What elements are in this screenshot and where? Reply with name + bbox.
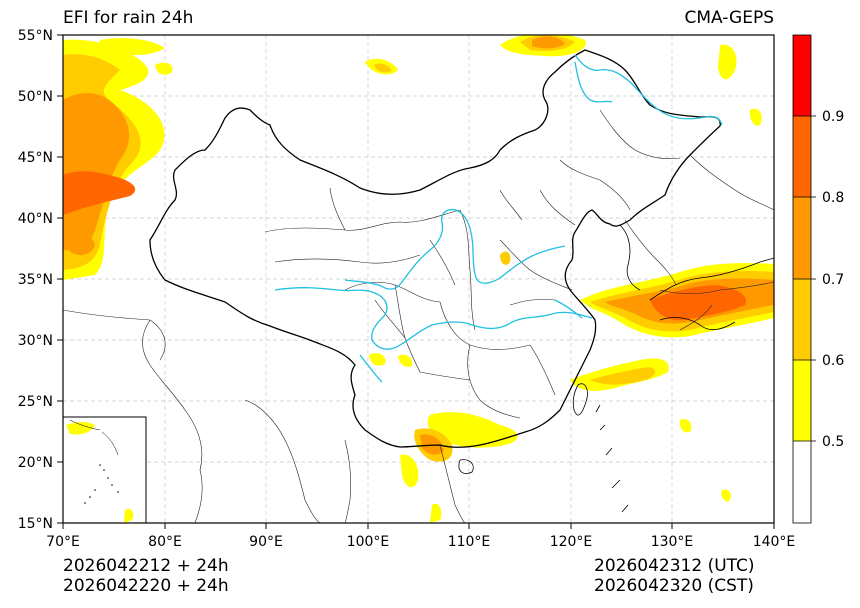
country-borders xyxy=(63,154,774,523)
colorbar-segment xyxy=(793,35,811,116)
colorbar-label: 0.5 xyxy=(822,434,844,450)
colorbar-segment xyxy=(793,360,811,441)
x-tick-label: 110°E xyxy=(448,534,491,550)
rivers xyxy=(274,54,723,383)
efi-shading-japan xyxy=(580,262,774,338)
colorbar-label: 0.8 xyxy=(822,190,844,206)
y-tick-label: 50°N xyxy=(18,89,53,105)
x-tick-label: 100°E xyxy=(347,534,390,550)
valid-time-utc: 2026042312 (UTC) xyxy=(594,556,755,576)
y-tick-label: 35°N xyxy=(18,272,53,288)
init-time-utc: 2026042212 + 24h xyxy=(63,556,229,576)
axis-ticks xyxy=(57,34,775,529)
colorbar-segment xyxy=(793,441,811,523)
valid-time-cst: 2026042320 (CST) xyxy=(594,576,754,596)
y-tick-label: 25°N xyxy=(18,394,53,410)
province-boundaries xyxy=(264,109,681,419)
colorbar-segment xyxy=(793,197,811,279)
map-title: EFI for rain 24h xyxy=(63,8,194,28)
y-tick-label: 30°N xyxy=(18,333,53,349)
colorbar-label: 0.6 xyxy=(822,353,844,369)
x-tick-label: 80°E xyxy=(148,534,182,550)
y-tick-label: 40°N xyxy=(18,211,53,227)
y-tick-label: 45°N xyxy=(18,150,53,166)
colorbar: 0.5 0.6 0.7 0.8 0.9 xyxy=(792,34,844,524)
colorbar-label: 0.7 xyxy=(822,272,844,288)
efi-shading-northwest xyxy=(63,38,173,280)
islands xyxy=(458,224,774,513)
init-time-block: 2026042212 + 24h 2026042220 + 24h xyxy=(63,556,229,596)
efi-shading-north xyxy=(365,35,762,126)
valid-time-block: 2026042312 (UTC) 2026042320 (CST) xyxy=(594,556,755,596)
colorbar-segment xyxy=(793,116,811,197)
y-tick-label: 20°N xyxy=(18,455,53,471)
colorbar-label: 0.9 xyxy=(822,109,844,125)
x-tick-label: 120°E xyxy=(550,534,593,550)
x-tick-label: 140°E xyxy=(753,534,796,550)
china-border xyxy=(149,49,721,448)
y-tick-label: 15°N xyxy=(18,516,53,532)
south-china-sea-inset xyxy=(63,416,147,523)
x-tick-label: 90°E xyxy=(249,534,283,550)
init-time-cst: 2026042220 + 24h xyxy=(63,576,229,596)
y-tick-label: 55°N xyxy=(18,28,53,44)
colorbar-segment xyxy=(793,279,811,360)
model-name: CMA-GEPS xyxy=(684,8,774,28)
x-tick-label: 130°E xyxy=(651,534,694,550)
x-tick-label: 70°E xyxy=(46,534,80,550)
